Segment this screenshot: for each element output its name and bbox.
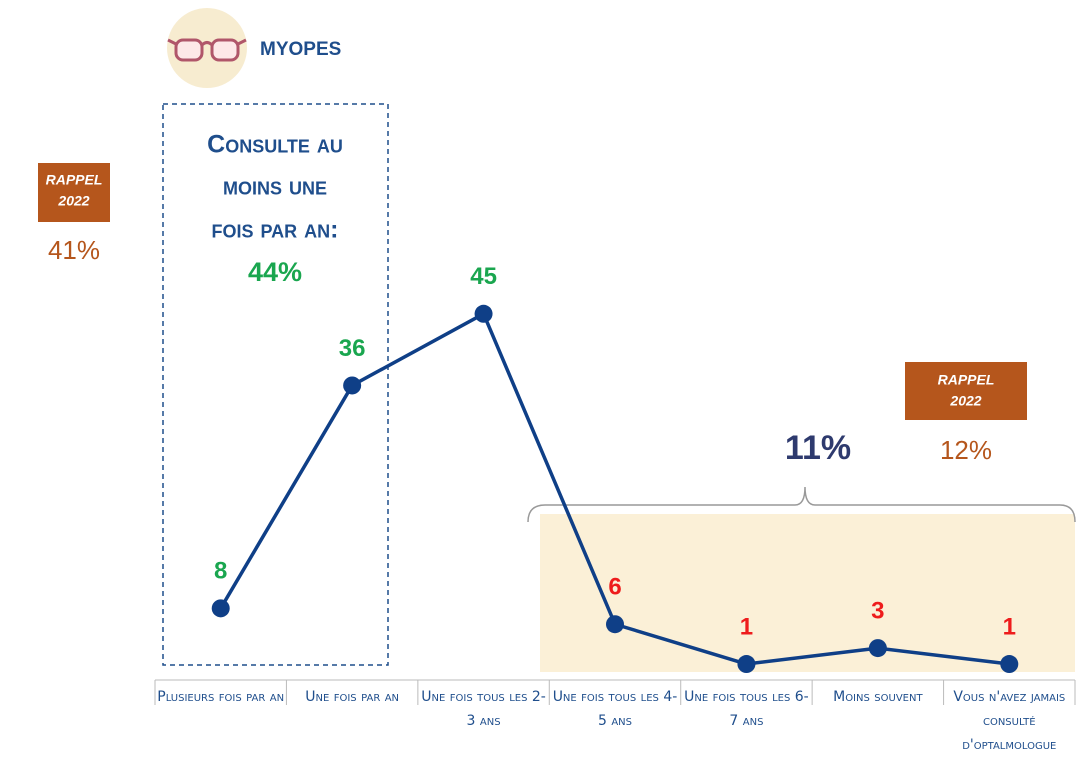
data-label: 1 [1003, 613, 1016, 640]
data-label: 45 [470, 263, 497, 290]
recall-label: Rappel [938, 372, 995, 388]
data-label: 8 [214, 558, 227, 585]
highlight-zone [540, 514, 1075, 672]
data-point [606, 615, 624, 634]
data-point [211, 599, 230, 618]
recall-box [905, 362, 1027, 420]
recall-label: Rappel [46, 172, 103, 188]
x-tick-label: Une fois tous les 6-7 ans [684, 689, 809, 729]
data-label: 1 [740, 613, 753, 640]
annotation-line: Consulte au [207, 131, 343, 159]
x-tick-label: Vous n'avez jamais consulté d'optalmolog… [953, 689, 1066, 753]
chart-title: MYOPES [260, 39, 341, 60]
recall-value: 41% [48, 235, 100, 265]
recall-year: 2022 [949, 393, 981, 409]
recall-value: 12% [940, 435, 992, 465]
x-tick-label: Une fois tous les 4-5 ans [552, 689, 678, 729]
group-total: 44% [248, 257, 302, 287]
data-point [1000, 655, 1019, 674]
annotation-line: moins une [223, 173, 327, 201]
data-label: 3 [871, 597, 884, 624]
data-point [868, 639, 887, 658]
x-tick-label: Plusieurs fois par an [157, 689, 285, 705]
data-point [737, 655, 756, 674]
annotation-line: fois par an: [212, 216, 339, 244]
data-label: 36 [339, 335, 366, 362]
data-point [474, 304, 493, 323]
recall-year: 2022 [57, 193, 89, 209]
glasses-icon [167, 8, 247, 88]
x-tick-label: Une fois tous les 2-3 ans [421, 689, 546, 729]
x-tick-label: Une fois par an [305, 689, 400, 705]
brace [527, 486, 1076, 523]
group-total: 11% [785, 429, 851, 467]
data-label: 6 [608, 574, 621, 601]
recall-box [38, 163, 110, 222]
dashed-box [162, 103, 389, 666]
data-point [343, 376, 362, 395]
x-tick-label: Moins souvent [833, 689, 923, 705]
